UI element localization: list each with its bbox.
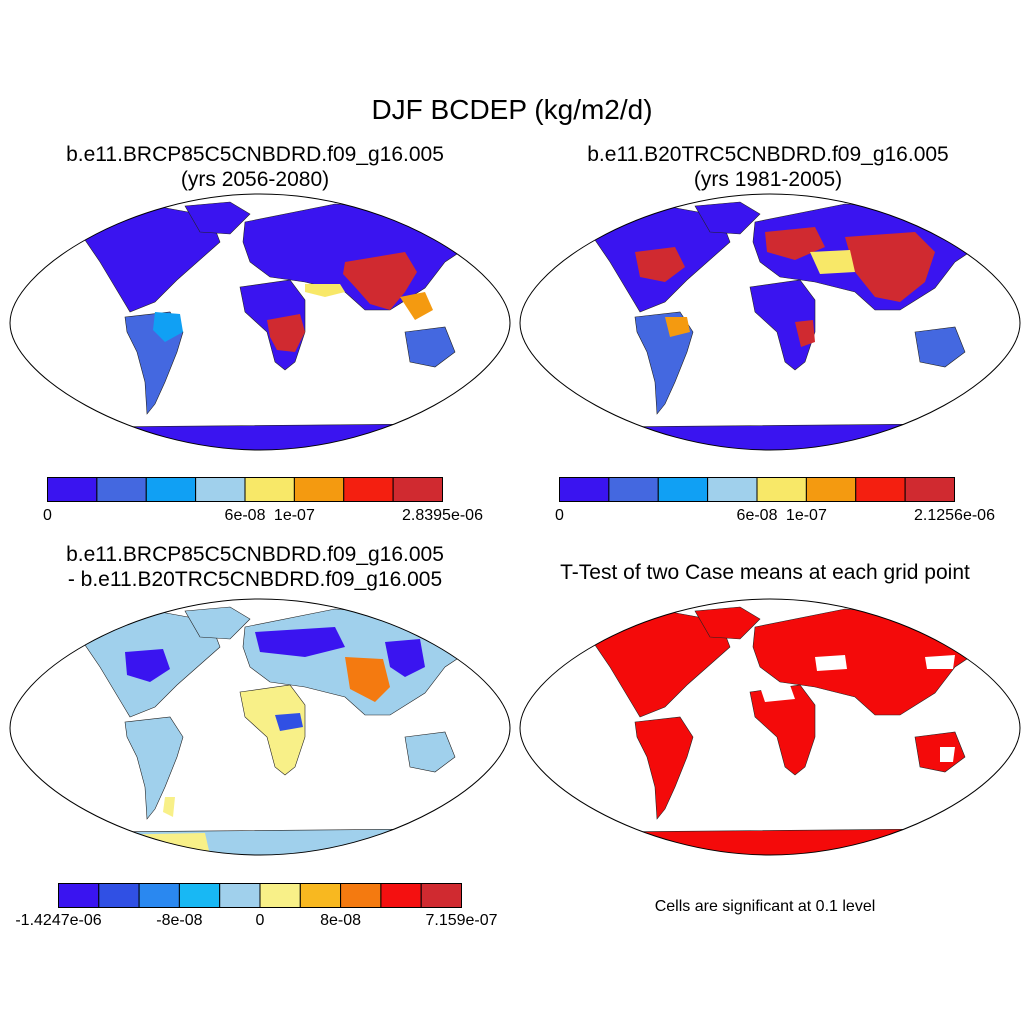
colorbar-tick-label: 2.1256e-06 [914, 507, 995, 524]
colorbar-tick-label: -1.4247e-06 [15, 912, 102, 929]
panel1-map [9, 193, 511, 451]
colorbar-swatch [340, 883, 382, 908]
colorbar-swatch [380, 883, 422, 908]
colorbar-swatch [96, 477, 147, 502]
colorbar-swatch [559, 477, 610, 502]
colorbar-swatch [244, 477, 295, 502]
colorbar-swatch [98, 883, 140, 908]
colorbar-swatch [145, 477, 197, 502]
panel1-title-line1: b.e11.BRCP85C5CNBDRD.f09_g16.005 [66, 143, 444, 166]
panel4-nonsignificant-gaps [760, 655, 955, 762]
colorbar-tick-label: -8e-08 [156, 912, 203, 929]
figure-title: DJF BCDEP (kg/m2/d) [371, 94, 653, 125]
panel4-map [519, 598, 1021, 856]
colorbar-swatch [855, 477, 906, 502]
colorbar-tick-label: 2.8395e-06 [402, 507, 483, 524]
colorbar-tick-label: 0 [255, 912, 265, 929]
colorbar-tick-label: 6e-08 [224, 507, 266, 524]
panel2-colorbar-ticks: 0 6e-08 1e-07 2.1256e-06 [555, 507, 995, 527]
panel3-map [9, 598, 511, 856]
colorbar-swatch [756, 477, 807, 502]
colorbar-swatch [707, 477, 758, 502]
panel2-title-line1: b.e11.B20TRC5CNBDRD.f09_g16.005 [587, 143, 949, 166]
colorbar-swatch [343, 477, 394, 502]
colorbar-swatch [178, 883, 221, 908]
colorbar-swatch [259, 883, 301, 908]
colorbar-tick-label: 6e-08 [736, 507, 778, 524]
colorbar-swatch [138, 883, 180, 908]
panel3-title-line1: b.e11.BRCP85C5CNBDRD.f09_g16.005 [66, 543, 444, 566]
panel1-high-deposition-regions [153, 252, 433, 352]
panel4-significance-note: Cells are significant at 0.1 level [654, 898, 876, 915]
panel3-colorbar [58, 883, 462, 908]
colorbar-swatch [195, 477, 246, 502]
panel1-colorbar-ticks: 0 6e-08 1e-07 2.8395e-06 [43, 507, 483, 527]
colorbar-swatch [805, 477, 857, 502]
colorbar-swatch [299, 883, 342, 908]
colorbar-tick-label: 1e-07 [785, 507, 827, 524]
colorbar-swatch [904, 477, 955, 502]
panel3-colorbar-ticks: -1.4247e-06 -8e-08 0 8e-08 7.159e-07 [15, 912, 497, 932]
panel1-colorbar [47, 477, 443, 502]
colorbar-tick-label: 8e-08 [320, 912, 362, 929]
colorbar-swatch [293, 477, 345, 502]
colorbar-tick-label: 7.159e-07 [425, 912, 498, 929]
colorbar-swatch [392, 477, 443, 502]
colorbar-swatch [47, 477, 98, 502]
colorbar-swatch [219, 883, 261, 908]
colorbar-swatch [58, 883, 100, 908]
panel3-title-line2: - b.e11.B20TRC5CNBDRD.f09_g16.005 [67, 568, 443, 591]
panel2-title-line2: (yrs 1981-2005) [693, 168, 843, 191]
panel2-colorbar [559, 477, 955, 502]
panel2-high-deposition-regions [635, 227, 935, 347]
colorbar-tick-label: 0 [555, 507, 564, 524]
colorbar-swatch [608, 477, 659, 502]
colorbar-swatch [420, 883, 462, 908]
colorbar-tick-label: 1e-07 [273, 507, 315, 524]
colorbar-tick-label: 0 [43, 507, 52, 524]
panel4-title: T-Test of two Case means at each grid po… [560, 561, 970, 584]
panel2-map [519, 193, 1021, 451]
panel1-title-line2: (yrs 2056-2080) [180, 168, 330, 191]
colorbar-swatch [657, 477, 709, 502]
